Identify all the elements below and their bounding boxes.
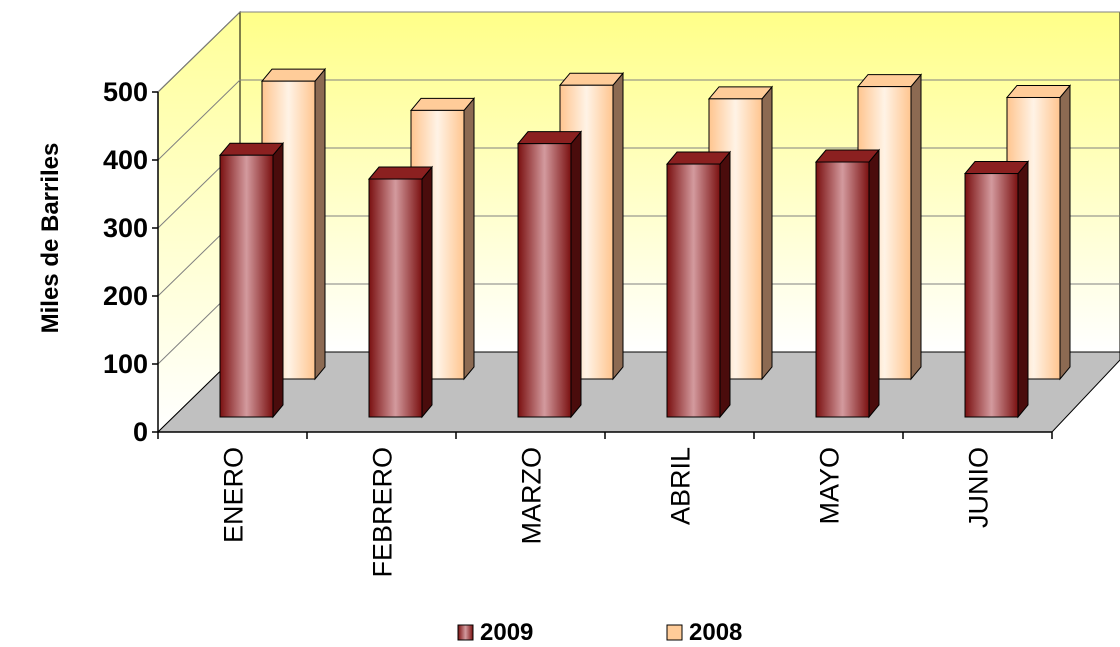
legend-swatch-2009 [457,624,474,641]
y-tick-label: 500 [103,77,148,107]
y-tick-label: 300 [103,213,148,243]
legend-label-2009: 2009 [480,619,533,646]
y-axis-title: Miles de Barriles [37,143,64,334]
y-tick-label: 400 [103,145,148,175]
y-tick-label: 100 [103,349,148,379]
series-2008-bars [260,67,1072,381]
gridline-side [157,79,241,161]
bar-2009 [218,141,285,419]
x-tick-label: ABRIL [666,447,696,525]
x-tick-label: MAYO [815,447,845,525]
x-tick-label: MARZO [517,447,547,545]
bar-2009 [665,150,732,419]
bar-2009 [814,148,881,419]
series-2009-bars [218,130,1030,419]
x-tick-label: FEBRERO [368,447,398,578]
x-tick-label: JUNIO [964,447,994,528]
bar-2009 [963,160,1030,419]
bar-2009 [367,165,434,419]
x-tick-label: ENERO [219,447,249,543]
y-tick-label: 200 [103,281,148,311]
bar-2009 [516,130,583,419]
legend-swatch-2008 [666,624,683,641]
legend-label-2008: 2008 [689,619,742,646]
axes: 0 100 200 300 400 500 ENERO FEBRERO MARZO ABRIL MA… [103,77,1053,578]
gridline-side [157,11,241,93]
y-tick-label: 0 [133,417,148,447]
legend: 2009 2008 [457,619,742,646]
